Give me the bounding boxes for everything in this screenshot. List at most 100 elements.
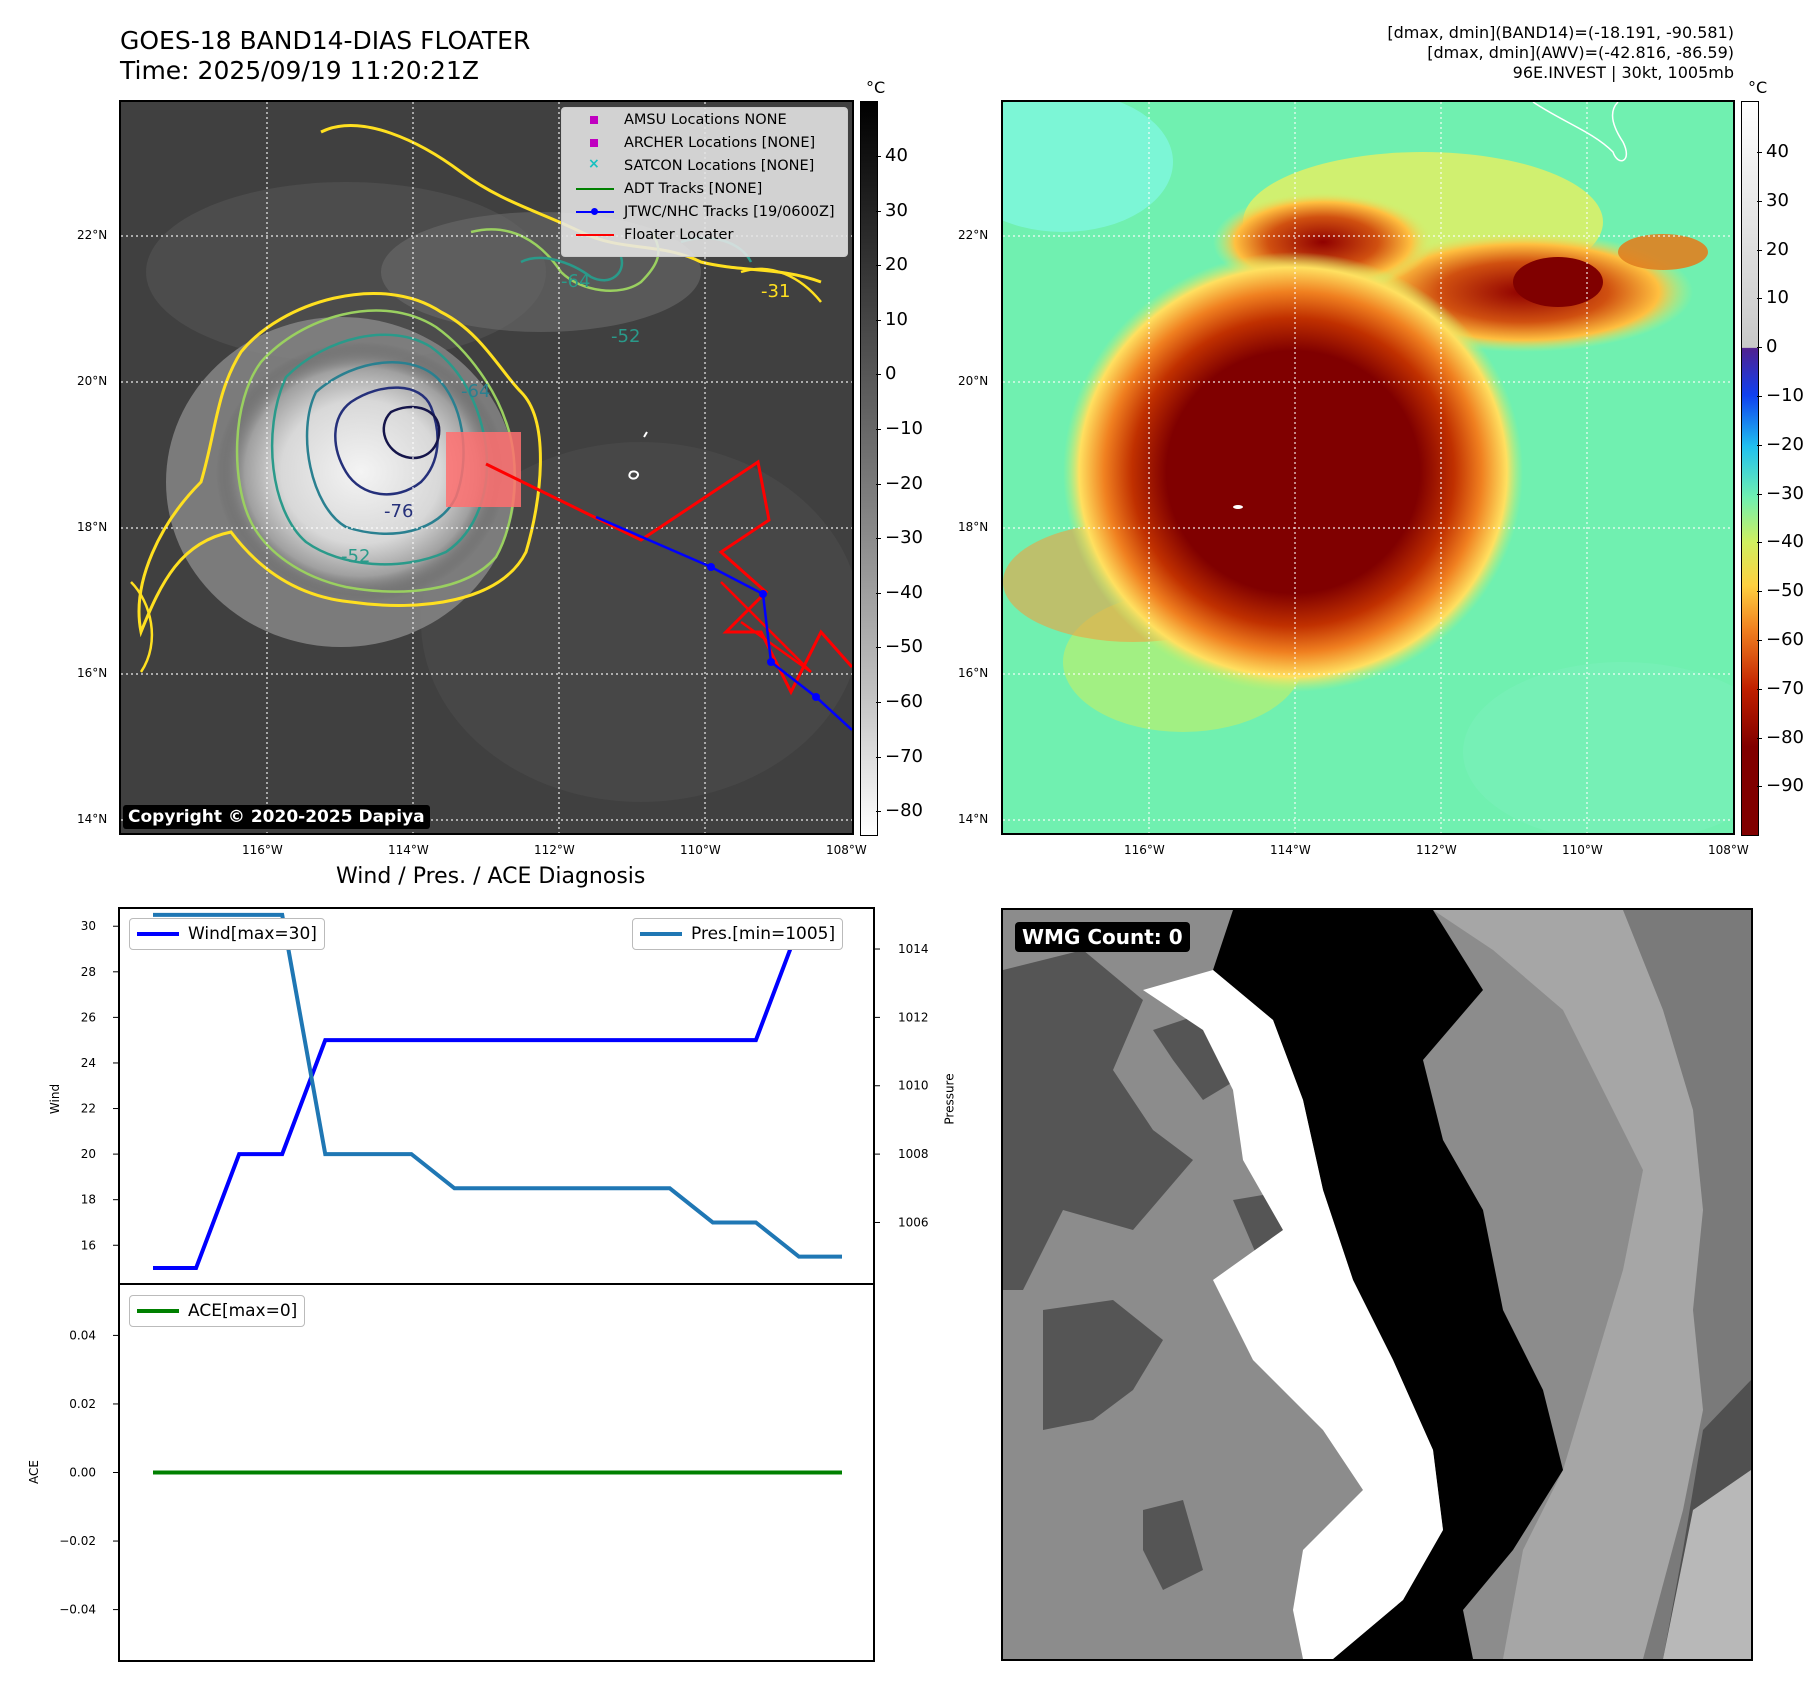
figure-time: Time: 2025/09/19 11:20:21Z xyxy=(120,56,479,85)
contour-label: -64 xyxy=(461,381,490,402)
info-line-2: [dmax, dmin](AWV)=(-42.816, -86.59) xyxy=(1427,43,1734,62)
colorbar-tick-mark xyxy=(876,319,881,321)
contour-label: -52 xyxy=(611,326,640,347)
colorbar-tick-mark xyxy=(1757,298,1762,300)
colorbar-tick-label: −20 xyxy=(885,472,923,494)
copyright-badge: Copyright © 2020-2025 Dapiya xyxy=(123,805,430,829)
colorbar-tick-mark xyxy=(876,483,881,485)
chart-title: Wind / Pres. / ACE Diagnosis xyxy=(336,864,646,889)
ace-tick-label: −0.02 xyxy=(59,1534,96,1548)
lon-label: 110°W xyxy=(680,843,721,857)
colorbar-tick-mark xyxy=(876,374,881,376)
wind-tick-label: 18 xyxy=(81,1193,96,1207)
ace-axis-label: ACE xyxy=(26,1460,41,1484)
colorbar-tick-label: −40 xyxy=(885,581,923,603)
lat-label: 20°N xyxy=(77,374,108,388)
wind-tick-label: 28 xyxy=(81,965,96,979)
colorbar-tick-label: −30 xyxy=(885,527,923,549)
colorbar-tick-label: 20 xyxy=(1766,238,1789,260)
colorbar-tick-mark xyxy=(1757,688,1762,690)
info-line-3: 96E.INVEST | 30kt, 1005mb xyxy=(1512,63,1734,82)
colorbar-tick-mark xyxy=(876,756,881,758)
contour-label: -76 xyxy=(384,501,413,522)
legend-item-amsu: AMSU Locations NONE xyxy=(574,110,787,130)
wind-tick-label: 16 xyxy=(81,1238,96,1252)
contour-label: -52 xyxy=(341,546,370,567)
lon-label: 112°W xyxy=(1416,843,1457,857)
colorbar-tick-label: 40 xyxy=(885,145,908,166)
legend-item-archer: ARCHER Locations [NONE] xyxy=(574,133,815,153)
colorbar-tick-mark xyxy=(876,210,881,212)
colorbar-tick-mark xyxy=(876,811,881,813)
wind-tick-label: 26 xyxy=(81,1010,96,1024)
lat-label: 16°N xyxy=(958,666,989,680)
ir-colorbar xyxy=(860,101,878,836)
pressure-axis-label: Pressure xyxy=(942,1073,957,1125)
colorbar-tick-label: −10 xyxy=(1766,385,1804,406)
colorbar-tick-mark xyxy=(1757,542,1762,544)
lon-label: 114°W xyxy=(1270,843,1311,857)
colorbar-tick-mark xyxy=(876,592,881,594)
ir-map-canvas: -64 -76 -52 -64 -31 -52 xyxy=(121,102,852,833)
awv-colorbar xyxy=(1741,101,1759,836)
legend-wind: Wind[max=30] xyxy=(129,918,325,950)
colorbar-tick-mark xyxy=(876,647,881,649)
lon-label: 110°W xyxy=(1562,843,1603,857)
lon-label: 114°W xyxy=(388,843,429,857)
colorbar-tick-mark xyxy=(1757,737,1762,739)
colorbar-tick-mark xyxy=(876,429,881,430)
lat-label: 22°N xyxy=(77,228,108,242)
colorbar-tick-mark xyxy=(1757,152,1762,153)
colorbar-tick-label: 30 xyxy=(1766,189,1789,211)
colorbar-tick-mark xyxy=(1757,200,1762,202)
colorbar-tick-mark xyxy=(1757,396,1762,397)
colorbar-tick-label: −70 xyxy=(885,745,923,767)
pressure-tick-label: 1008 xyxy=(898,1147,929,1161)
wind-tick-label: 20 xyxy=(81,1147,96,1161)
pressure-tick-label: 1012 xyxy=(898,1010,929,1024)
colorbar-tick-label: −40 xyxy=(1766,531,1804,553)
colorbar-tick-mark xyxy=(876,156,881,157)
lon-label: 108°W xyxy=(826,843,867,857)
wind-series-line xyxy=(153,924,842,1271)
wind-pressure-ace-chart: 16 18 20 22 24 26 28 30 1006 1008 1010 1012 1014 −0… xyxy=(59,907,929,1662)
lon-label: 116°W xyxy=(242,843,283,857)
wmg-panel: WMG Count: 0 xyxy=(1001,908,1753,1661)
contour-label: -64 xyxy=(561,271,590,292)
colorbar-tick-label: 10 xyxy=(885,308,908,330)
figure-title: GOES-18 BAND14-DIAS FLOATER xyxy=(120,26,531,55)
floater-box xyxy=(446,432,521,507)
colorbar-tick-mark xyxy=(1757,640,1762,641)
wind-tick-label: 24 xyxy=(81,1056,96,1070)
map-legend: AMSU Locations NONE ARCHER Locations [NO… xyxy=(561,107,848,257)
colorbar-tick-mark xyxy=(1757,591,1762,593)
colorbar-tick-mark xyxy=(1757,249,1762,251)
wind-tick-label: 22 xyxy=(81,1102,96,1116)
lat-label: 14°N xyxy=(958,812,989,826)
legend-ace: ACE[max=0] xyxy=(129,1295,306,1327)
legend-item-adt: ADT Tracks [NONE] xyxy=(574,179,762,199)
colorbar-tick-label: 40 xyxy=(1766,141,1789,162)
contour-label: -31 xyxy=(761,281,790,302)
ace-tick-label: 0.00 xyxy=(69,1466,96,1480)
colorbar-tick-label: 20 xyxy=(885,254,908,276)
awv-map xyxy=(1001,100,1735,835)
colorbar-tick-label: −50 xyxy=(885,636,923,658)
colorbar-tick-label: −60 xyxy=(1766,629,1804,650)
colorbar-tick-mark xyxy=(1757,444,1762,446)
colorbar-tick-label: 0 xyxy=(885,363,897,385)
colorbar-tick-label: −80 xyxy=(1766,726,1804,748)
colorbar-tick-label: −30 xyxy=(1766,482,1804,504)
lon-label: 116°W xyxy=(1124,843,1165,857)
legend-pressure: Pres.[min=1005] xyxy=(632,918,844,950)
lon-label: 112°W xyxy=(534,843,575,857)
lat-label: 18°N xyxy=(77,520,108,534)
colorbar-tick-mark xyxy=(1757,493,1762,495)
colorbar-tick-label: −60 xyxy=(885,691,923,712)
awv-map-canvas xyxy=(1003,102,1733,833)
ace-tick-label: −0.04 xyxy=(59,1603,96,1617)
pressure-tick-label: 1010 xyxy=(898,1079,929,1093)
colorbar-tick-mark xyxy=(1757,347,1762,349)
pressure-tick-label: 1006 xyxy=(898,1215,929,1229)
colorbar-tick-label: −10 xyxy=(885,418,923,439)
